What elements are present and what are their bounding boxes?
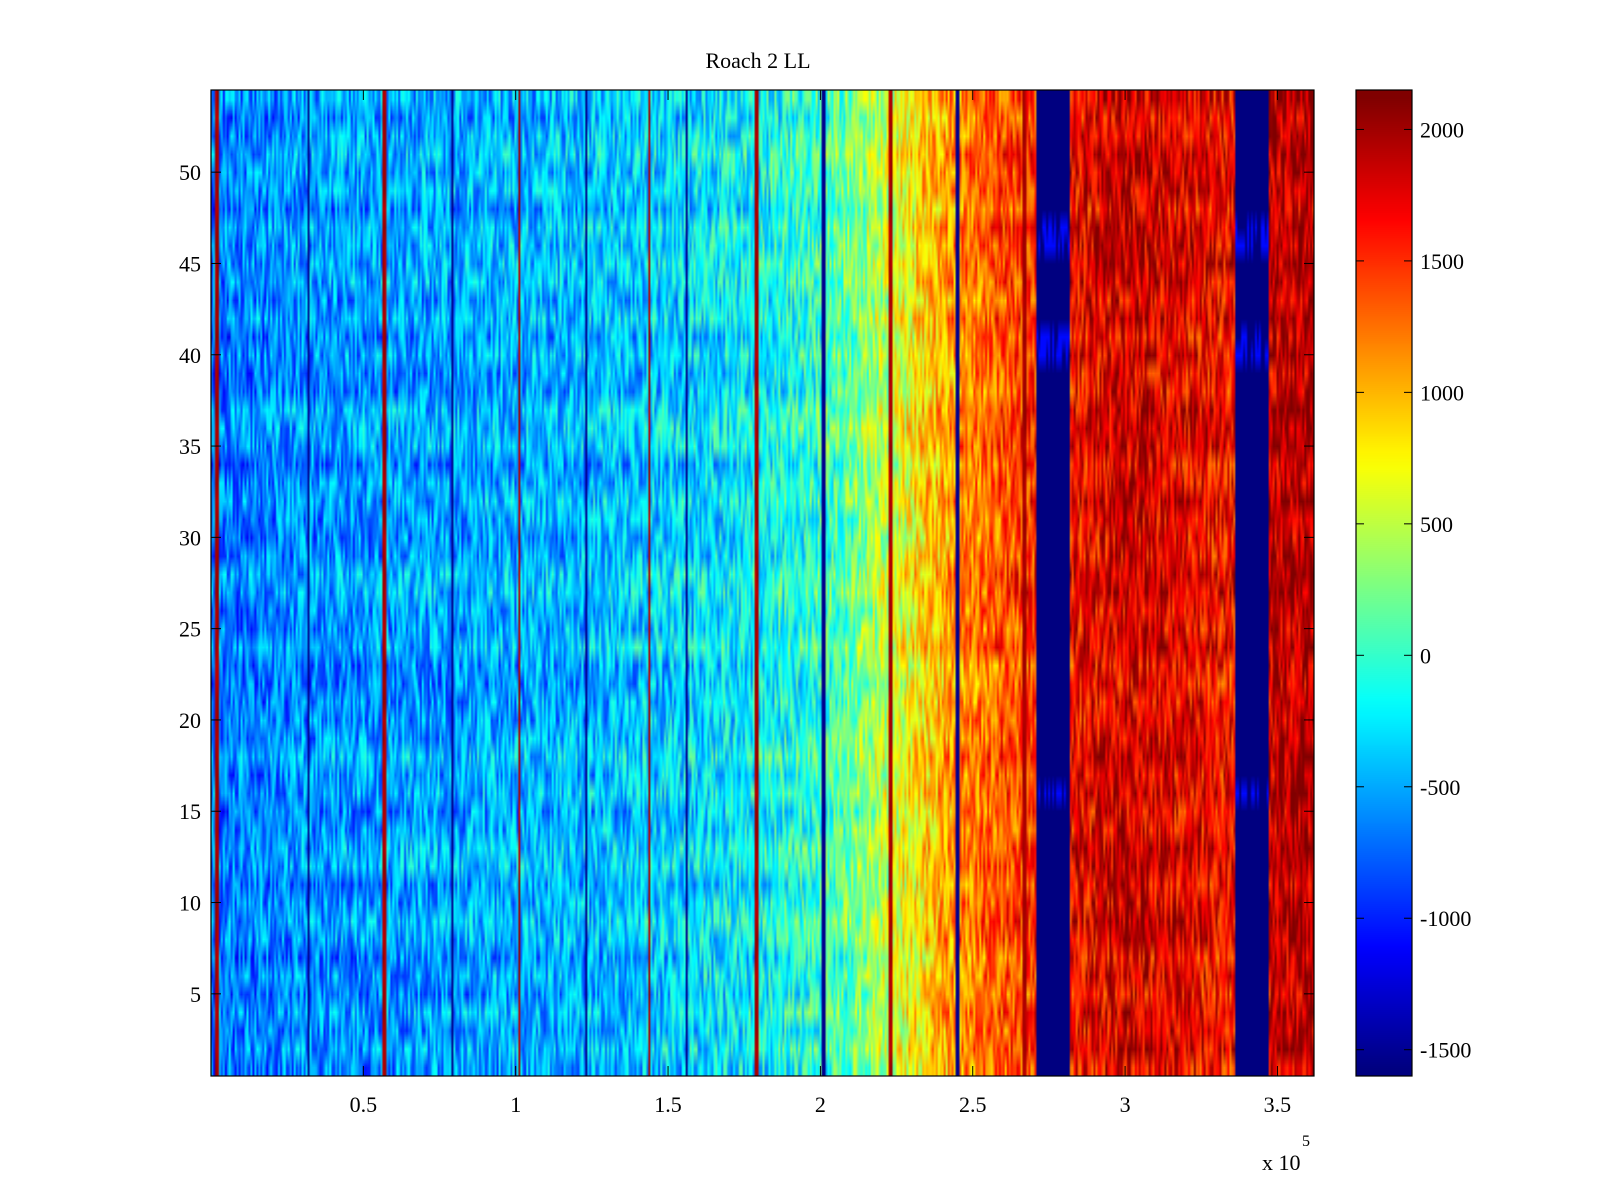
y-tick-label: 35 — [179, 434, 201, 459]
colorbar-gradient — [1356, 90, 1412, 1076]
heatmap-area — [210, 89, 1315, 1077]
y-tick-label: 45 — [179, 251, 201, 276]
y-axis: 5 10 15 20 25 30 35 40 45 50 — [179, 160, 1314, 1007]
x-tick-label: 2.5 — [959, 1092, 987, 1117]
x-axis: 0.5 1 1.5 2 2.5 3 3.5 — [350, 90, 1292, 1117]
x-tick-label: 2 — [815, 1092, 826, 1117]
colorbar-tick-label: 1000 — [1420, 380, 1464, 405]
colorbar-tick-label: -1000 — [1420, 906, 1471, 931]
y-tick-label: 25 — [179, 617, 201, 642]
heatmap-image — [211, 90, 1314, 1076]
y-tick-label: 10 — [179, 891, 201, 916]
colorbar: 2000 1500 1000 500 0 -500 -1000 -1500 — [1355, 89, 1471, 1077]
y-tick-label: 20 — [179, 708, 201, 733]
colorbar-tick-label: 2000 — [1420, 117, 1464, 142]
y-tick-label: 15 — [179, 799, 201, 824]
colorbar-frame — [1355, 89, 1413, 1077]
y-tick-label: 40 — [179, 343, 201, 368]
y-tick-label: 50 — [179, 160, 201, 185]
y-tick-label: 5 — [190, 982, 201, 1007]
x-tick-label: 0.5 — [350, 1092, 378, 1117]
colorbar-tick-label: 1500 — [1420, 249, 1464, 274]
colorbar-tick-label: 0 — [1420, 643, 1431, 668]
x-tick-label: 3.5 — [1264, 1092, 1292, 1117]
y-tick-label: 30 — [179, 525, 201, 550]
colorbar-tick-label: -500 — [1420, 775, 1460, 800]
plot-frame — [210, 89, 1315, 1077]
colorbar-tick-label: 500 — [1420, 512, 1453, 537]
x-exponent-label: x 10 — [1262, 1150, 1301, 1175]
x-tick-label: 1.5 — [654, 1092, 682, 1117]
chart-title: Roach 2 LL — [705, 48, 810, 73]
colorbar-ticks: 2000 1500 1000 500 0 -500 -1000 -1500 — [1356, 117, 1471, 1063]
colorbar-tick-label: -1500 — [1420, 1038, 1471, 1063]
x-exponent-power: 5 — [1302, 1133, 1310, 1150]
x-tick-label: 1 — [510, 1092, 521, 1117]
x-tick-label: 3 — [1120, 1092, 1131, 1117]
